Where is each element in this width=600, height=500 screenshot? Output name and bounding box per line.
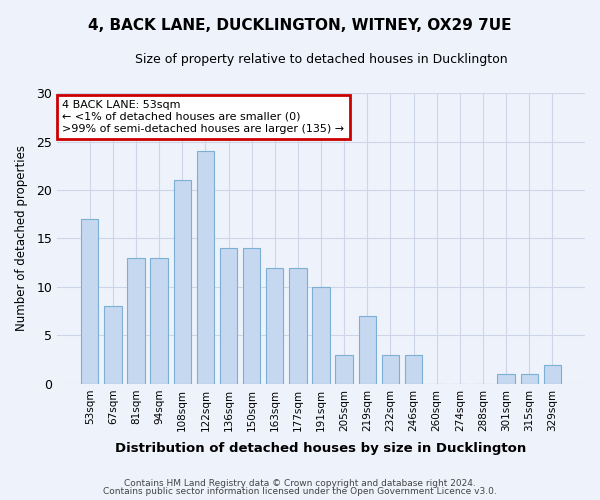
Bar xyxy=(104,306,122,384)
Bar xyxy=(220,248,237,384)
Text: 4, BACK LANE, DUCKLINGTON, WITNEY, OX29 7UE: 4, BACK LANE, DUCKLINGTON, WITNEY, OX29 … xyxy=(88,18,512,32)
Bar xyxy=(81,219,98,384)
Bar xyxy=(382,355,399,384)
Bar xyxy=(544,364,561,384)
Bar xyxy=(243,248,260,384)
Bar xyxy=(313,287,330,384)
Title: Size of property relative to detached houses in Ducklington: Size of property relative to detached ho… xyxy=(135,52,508,66)
Bar xyxy=(521,374,538,384)
Bar xyxy=(497,374,515,384)
Bar xyxy=(173,180,191,384)
Bar xyxy=(335,355,353,384)
Text: Contains public sector information licensed under the Open Government Licence v3: Contains public sector information licen… xyxy=(103,487,497,496)
Bar xyxy=(266,268,283,384)
Bar xyxy=(289,268,307,384)
Bar xyxy=(359,316,376,384)
Text: Contains HM Land Registry data © Crown copyright and database right 2024.: Contains HM Land Registry data © Crown c… xyxy=(124,478,476,488)
X-axis label: Distribution of detached houses by size in Ducklington: Distribution of detached houses by size … xyxy=(115,442,527,455)
Bar xyxy=(197,151,214,384)
Bar xyxy=(405,355,422,384)
Y-axis label: Number of detached properties: Number of detached properties xyxy=(15,146,28,332)
Bar xyxy=(127,258,145,384)
Text: 4 BACK LANE: 53sqm
← <1% of detached houses are smaller (0)
>99% of semi-detache: 4 BACK LANE: 53sqm ← <1% of detached hou… xyxy=(62,100,344,134)
Bar xyxy=(151,258,168,384)
